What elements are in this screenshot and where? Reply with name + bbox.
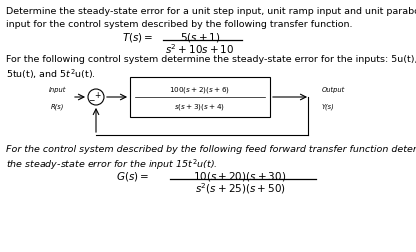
Text: +: +: [94, 90, 100, 99]
Text: $s(s+3)(s+4)$: $s(s+3)(s+4)$: [174, 102, 225, 112]
Text: Determine the steady-state error for a unit step input, unit ramp input and unit: Determine the steady-state error for a u…: [6, 7, 416, 16]
Text: $10(s + 20)(s + 30)$: $10(s + 20)(s + 30)$: [193, 169, 287, 182]
Bar: [130, 78, 270, 117]
Text: For the control system described by the following feed forward transfer function: For the control system described by the …: [6, 144, 416, 153]
Text: −: −: [88, 96, 94, 105]
Text: R(s): R(s): [51, 103, 64, 109]
Text: For the following control system determine the steady-state error for the inputs: For the following control system determi…: [6, 55, 416, 64]
Text: $100(s+2)(s+6)$: $100(s+2)(s+6)$: [169, 85, 230, 94]
Text: $s^2 + 10s + 10$: $s^2 + 10s + 10$: [165, 42, 235, 56]
Text: $5(s + 1)$: $5(s + 1)$: [180, 31, 220, 44]
Text: input for the control system described by the following transfer function.: input for the control system described b…: [6, 20, 352, 29]
Text: $s^2(s + 25)(s + 50)$: $s^2(s + 25)(s + 50)$: [195, 180, 285, 195]
Text: Input: Input: [50, 86, 67, 93]
Text: $G(s) =$: $G(s) =$: [116, 169, 149, 182]
Text: the steady-state error for the input 15$t^2$u(t).: the steady-state error for the input 15$…: [6, 156, 218, 171]
Text: Output: Output: [322, 86, 345, 93]
Text: $T(s) =$: $T(s) =$: [122, 31, 154, 44]
Text: 5tu(t), and 5$t^2$u(t).: 5tu(t), and 5$t^2$u(t).: [6, 67, 96, 80]
Text: Y(s): Y(s): [322, 103, 335, 109]
